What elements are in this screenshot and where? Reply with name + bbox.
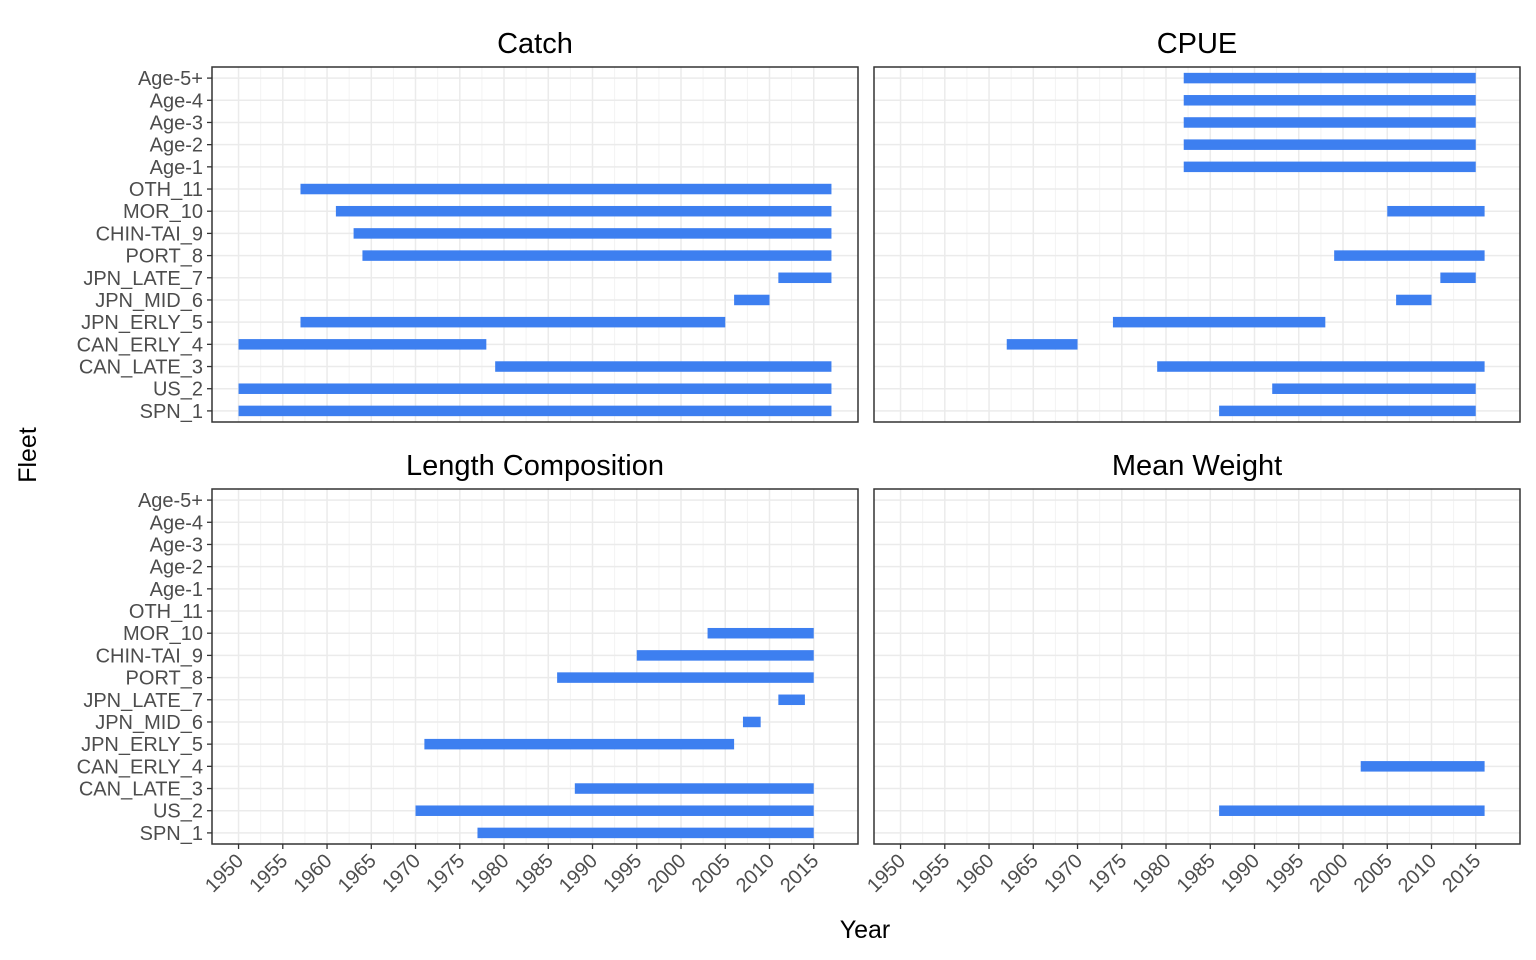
bar-cpue-age-4 (1183, 95, 1476, 106)
bar-length-composition-jpn-mid-6 (742, 716, 761, 728)
y-tick-label: CAN_LATE_3 (79, 779, 203, 801)
bar-cpue-can-erly-4 (1006, 339, 1078, 350)
bar-catch-chin-tai-9 (353, 228, 832, 239)
y-tick-label: SPN_1 (140, 401, 203, 423)
bar-catch-mor-10 (335, 205, 832, 217)
bar-length-composition-us-2 (415, 805, 814, 816)
panel-catch: Catch SPN_1US_2CAN_LATE_3CAN_ERLY_4JPN_ER… (77, 28, 859, 423)
y-tick-label: Age-1 (150, 579, 203, 601)
y-tick-label: Age-3 (150, 534, 203, 556)
y-tick-label: JPN_MID_6 (95, 712, 203, 734)
y-tick-label: MOR_10 (123, 623, 203, 645)
y-tick-label: JPN_ERLY_5 (81, 734, 203, 756)
y-tick-label: OTH_11 (129, 601, 203, 623)
bar-length-composition-jpn-erly-5 (424, 738, 735, 750)
y-tick-label: Age-2 (150, 557, 203, 579)
y-tick-label: Age-4 (150, 512, 203, 534)
y-axis-title: Fleet (14, 427, 42, 483)
bar-catch-jpn-mid-6 (734, 294, 770, 306)
bar-length-composition-can-late-3 (574, 783, 814, 794)
y-tick-label: JPN_MID_6 (95, 290, 203, 312)
panel-border (873, 488, 1521, 845)
panel-border (211, 488, 859, 845)
y-tick-label: Age-2 (150, 135, 203, 157)
bar-cpue-spn-1 (1219, 405, 1476, 417)
y-tick-label: JPN_ERLY_5 (81, 312, 203, 334)
y-tick-label: SPN_1 (140, 823, 203, 845)
bar-cpue-jpn-late-7 (1440, 272, 1476, 284)
bar-cpue-port-8 (1334, 250, 1485, 261)
y-tick-label: OTH_11 (129, 179, 203, 201)
y-tick-label: Age-4 (150, 90, 203, 112)
y-tick-label: Age-5+ (138, 490, 203, 512)
y-tick-label: CAN_ERLY_4 (77, 756, 203, 778)
y-tick-label: PORT_8 (126, 668, 203, 690)
y-tick-label: JPN_LATE_7 (83, 690, 203, 712)
bar-length-composition-jpn-late-7 (778, 694, 805, 706)
panel-title: Catch (497, 28, 573, 60)
y-tick-label: PORT_8 (126, 246, 203, 268)
bar-catch-port-8 (362, 250, 832, 261)
bar-catch-oth-11 (300, 183, 832, 195)
y-tick-label: MOR_10 (123, 201, 203, 223)
bar-mean-weight-us-2 (1219, 805, 1485, 816)
bar-length-composition-mor-10 (707, 627, 814, 639)
y-tick-label: Age-3 (150, 112, 203, 134)
x-axis-title: Year (840, 916, 891, 944)
y-tick-label: US_2 (153, 801, 203, 823)
y-tick-label: Age-5+ (138, 68, 203, 90)
panel-border (211, 66, 859, 423)
bar-catch-jpn-late-7 (778, 272, 832, 284)
bar-cpue-jpn-erly-5 (1112, 316, 1326, 328)
bar-cpue-age-1 (1183, 161, 1476, 173)
y-tick-label: US_2 (153, 379, 203, 401)
bar-catch-can-erly-4 (238, 339, 487, 350)
bar-cpue-mor-10 (1387, 205, 1485, 217)
panel-title: Mean Weight (1112, 450, 1282, 482)
bar-cpue-can-late-3 (1157, 361, 1485, 372)
y-tick-label: CHIN-TAI_9 (96, 645, 203, 667)
bar-catch-can-late-3 (495, 361, 832, 372)
bar-catch-jpn-erly-5 (300, 316, 726, 328)
y-tick-label: Age-1 (150, 157, 203, 179)
bar-length-composition-port-8 (557, 672, 814, 683)
panel-border (873, 66, 1521, 423)
bar-cpue-age-3 (1183, 117, 1476, 128)
y-tick-label: CAN_LATE_3 (79, 357, 203, 379)
bar-length-composition-chin-tai-9 (636, 650, 814, 661)
bar-cpue-age-5 (1183, 72, 1476, 84)
bar-catch-us-2 (238, 383, 832, 394)
bar-cpue-us-2 (1272, 383, 1476, 394)
bar-mean-weight-can-erly-4 (1360, 761, 1485, 772)
bar-cpue-jpn-mid-6 (1396, 294, 1432, 306)
panel-cpue: CPUE (873, 28, 1521, 423)
panel-title: Length Composition (406, 450, 664, 482)
bar-cpue-age-2 (1183, 139, 1476, 150)
bar-length-composition-spn-1 (477, 827, 814, 839)
y-tick-label: CHIN-TAI_9 (96, 223, 203, 245)
y-tick-label: JPN_LATE_7 (83, 268, 203, 290)
y-tick-label: CAN_ERLY_4 (77, 334, 203, 356)
bar-catch-spn-1 (238, 405, 832, 417)
panel-title: CPUE (1157, 28, 1238, 60)
